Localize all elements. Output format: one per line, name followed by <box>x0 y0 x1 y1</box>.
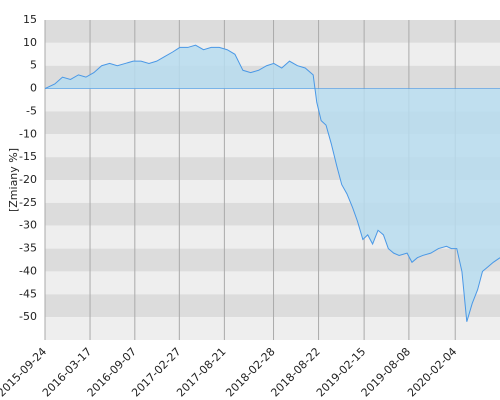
data-line <box>44 44 500 322</box>
y-tick-label: 0 <box>30 82 37 95</box>
y-tick-label: -50 <box>19 310 37 323</box>
grid-band <box>45 271 500 295</box>
y-tick-label: -25 <box>19 196 37 209</box>
grid-band <box>45 20 500 43</box>
x-tick-label: 2020-02-04 <box>405 345 459 399</box>
y-tick-label: -45 <box>19 287 37 300</box>
y-tick-label: -15 <box>19 150 37 163</box>
grid-band <box>45 317 500 340</box>
y-tick-label: -30 <box>19 219 37 232</box>
area-fill <box>45 45 500 322</box>
grid-band <box>45 248 500 272</box>
y-tick-label: 5 <box>30 59 37 72</box>
grid-band <box>45 42 500 66</box>
y-tick-label: 10 <box>23 36 37 49</box>
y-tick-label: -10 <box>19 127 37 140</box>
y-tick-label: -35 <box>19 242 37 255</box>
grid-band <box>45 294 500 318</box>
y-tick-label: 15 <box>23 13 37 26</box>
y-tick-label: -40 <box>19 264 37 277</box>
y-axis-label: [Zmiany %] <box>7 148 20 212</box>
y-tick-label: -20 <box>19 173 37 186</box>
y-tick-label: -5 <box>26 104 37 117</box>
